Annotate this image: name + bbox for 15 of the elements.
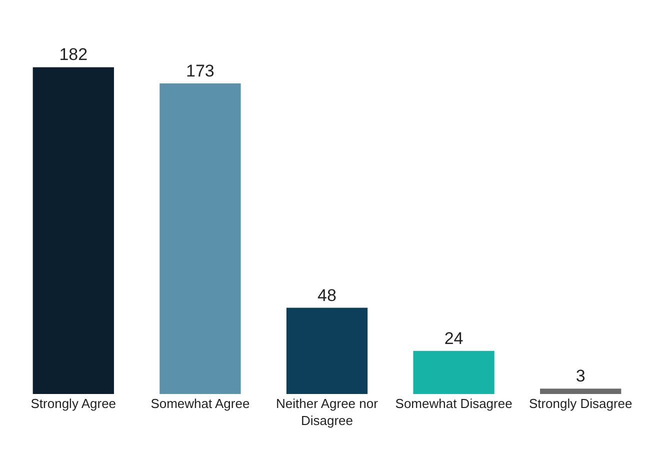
data-label: 48 <box>318 286 336 305</box>
bar <box>286 308 368 394</box>
data-label: 173 <box>186 61 214 80</box>
x-tick-label: Somewhat Disagree <box>395 396 512 411</box>
x-tick-label: Strongly Disagree <box>528 396 632 411</box>
x-tick-label: Strongly Agree <box>30 396 116 411</box>
x-tick-label: Neither Agree nor Disagree <box>276 396 379 428</box>
data-label: 24 <box>444 328 464 348</box>
data-label: 3 <box>576 366 586 386</box>
bar <box>413 350 494 394</box>
data-label: 182 <box>59 45 88 64</box>
x-tick-label: Somewhat Agree <box>150 396 250 411</box>
bar <box>32 67 114 394</box>
bar <box>540 388 622 394</box>
bar <box>160 83 241 394</box>
